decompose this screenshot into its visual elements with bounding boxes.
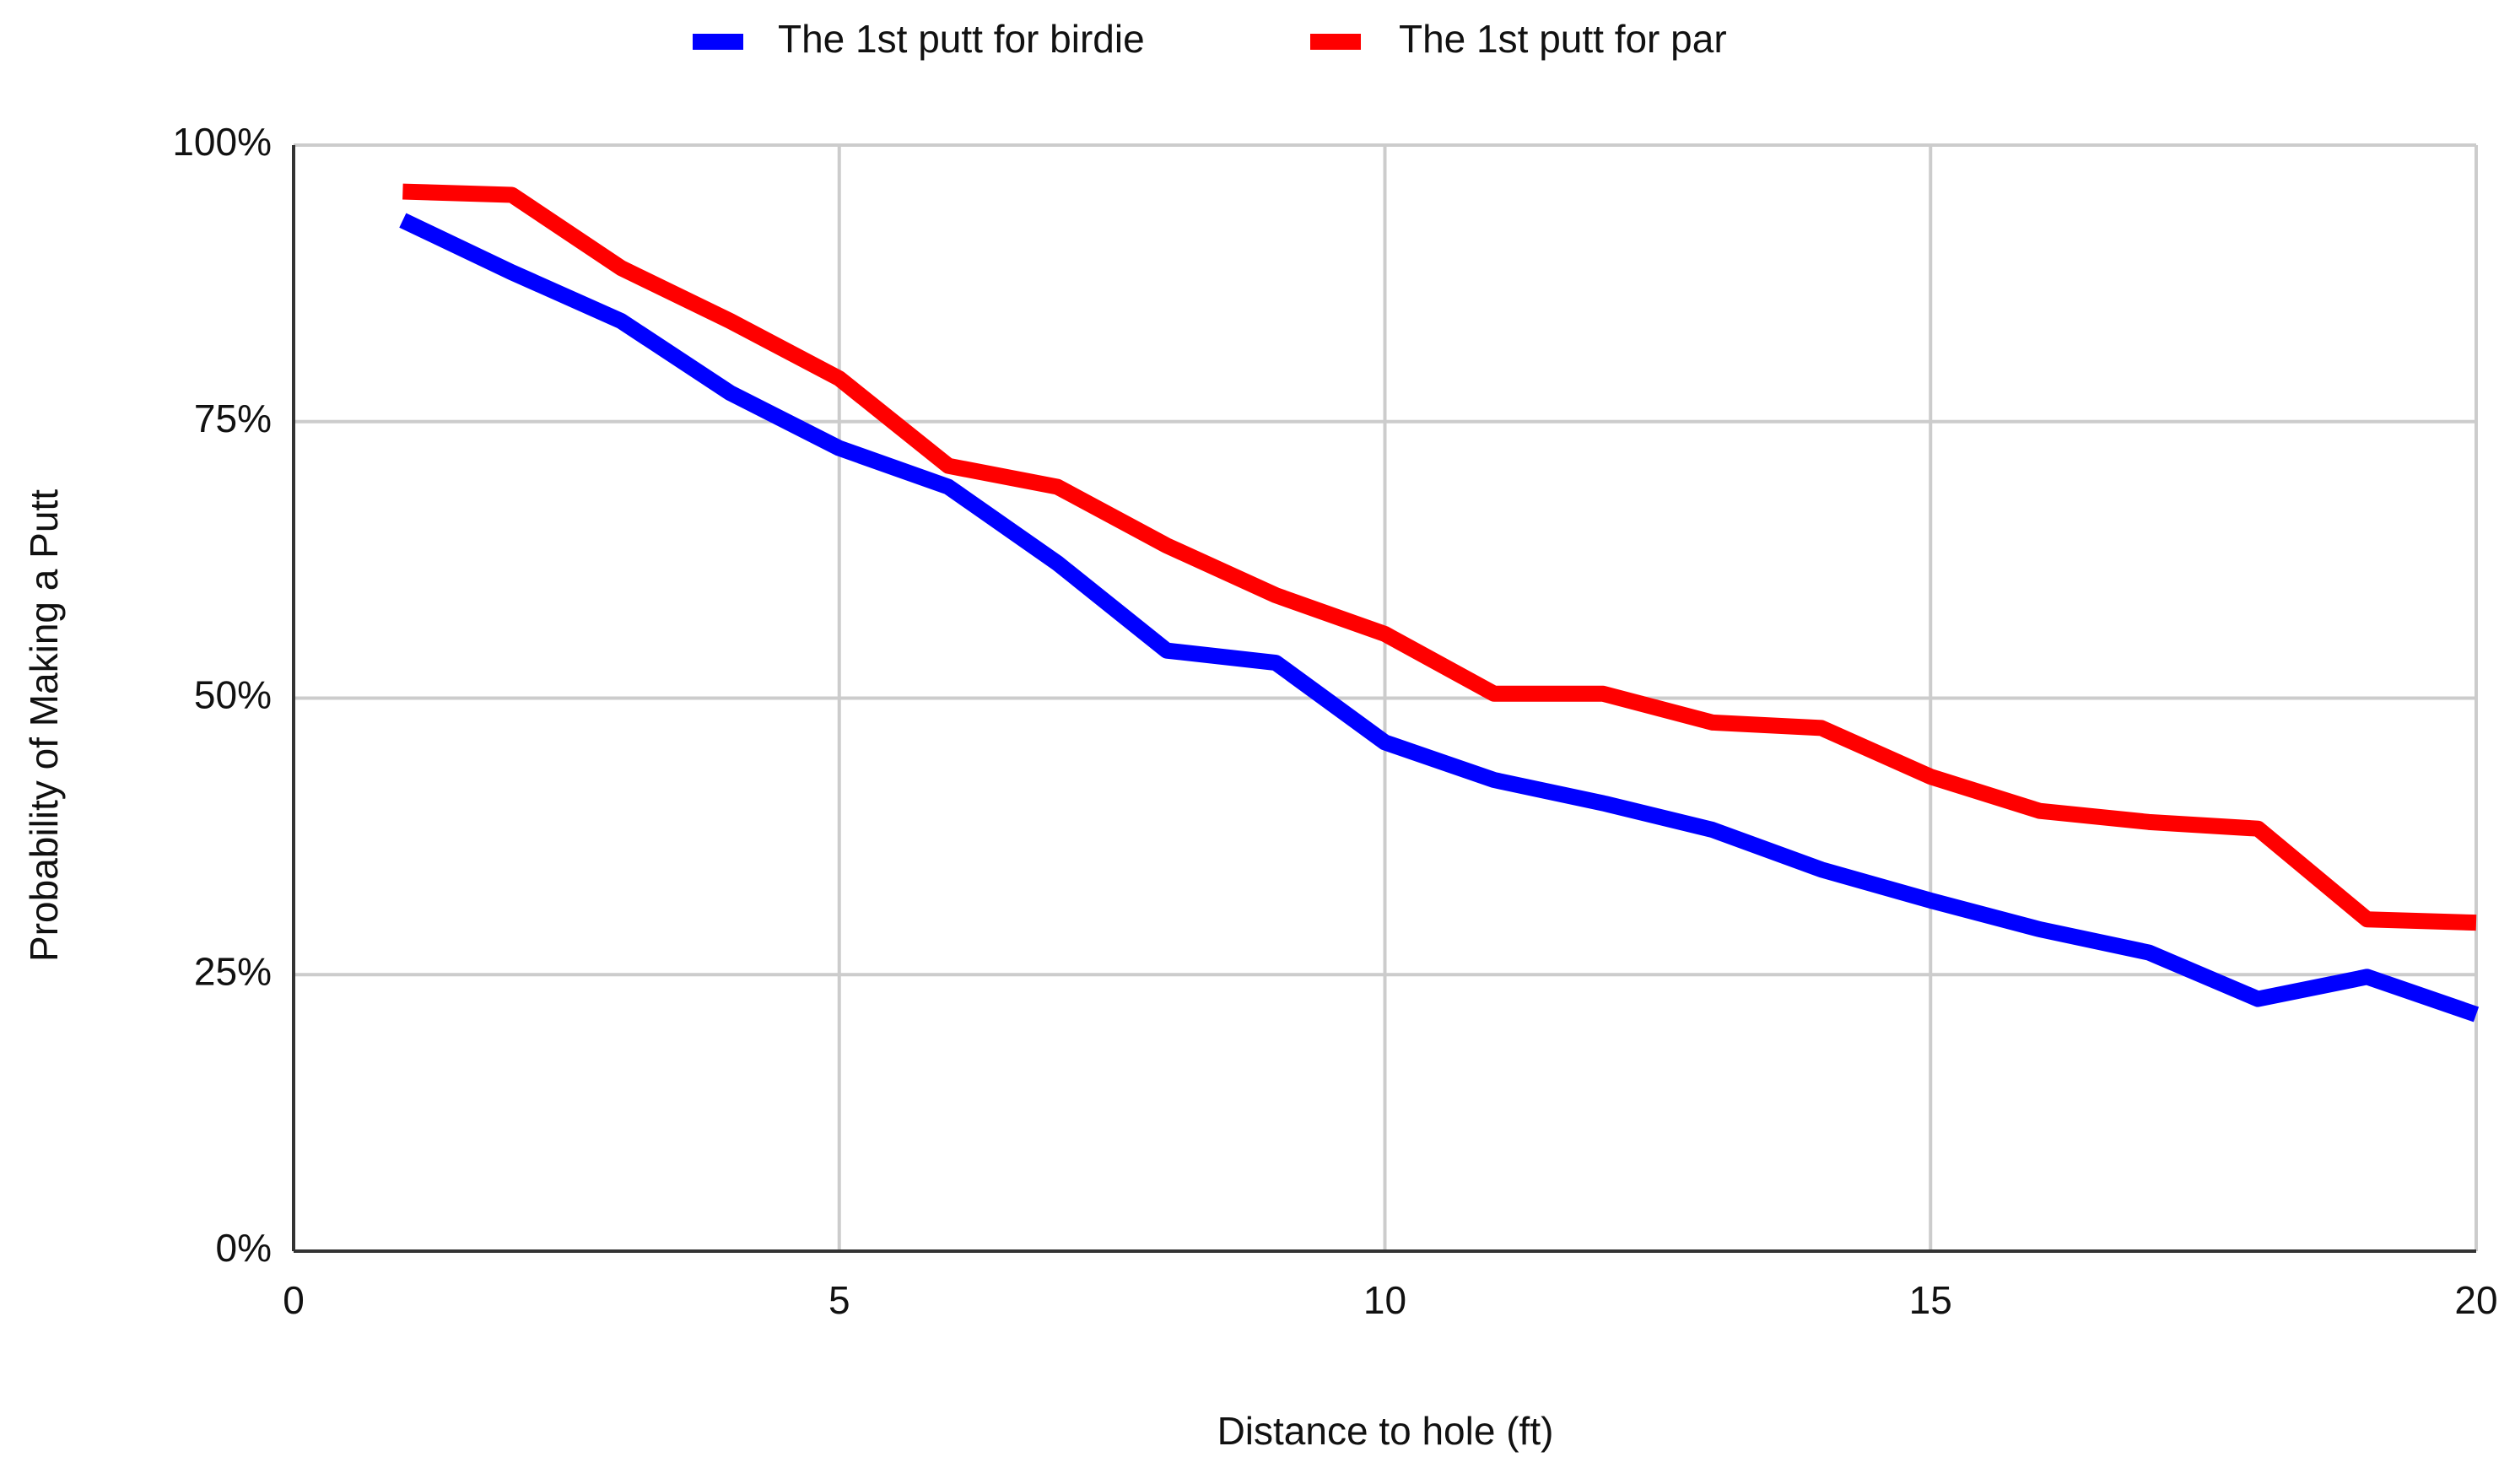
x-tick-label: 15 [1909, 1278, 1952, 1322]
y-axis-label: Probability of Making a Putt [22, 489, 66, 962]
legend-swatch [693, 34, 743, 50]
x-tick-label: 5 [828, 1278, 850, 1322]
series-line [399, 213, 2480, 1023]
legend-swatch [1310, 34, 1361, 50]
legend-label: The 1st putt for birdie [778, 17, 1145, 61]
y-tick-label: 100% [172, 120, 272, 164]
y-tick-label: 25% [194, 949, 272, 993]
y-tick-label: 0% [216, 1226, 272, 1270]
legend-label: The 1st putt for par [1399, 17, 1727, 61]
y-tick-label: 75% [194, 397, 272, 440]
x-axis-label: Distance to hole (ft) [1217, 1409, 1554, 1453]
x-tick-label: 0 [283, 1278, 305, 1322]
y-tick-label: 50% [194, 673, 272, 717]
x-tick-label: 20 [2454, 1278, 2497, 1322]
series-line [402, 183, 2477, 931]
x-tick-label: 10 [1363, 1278, 1406, 1322]
